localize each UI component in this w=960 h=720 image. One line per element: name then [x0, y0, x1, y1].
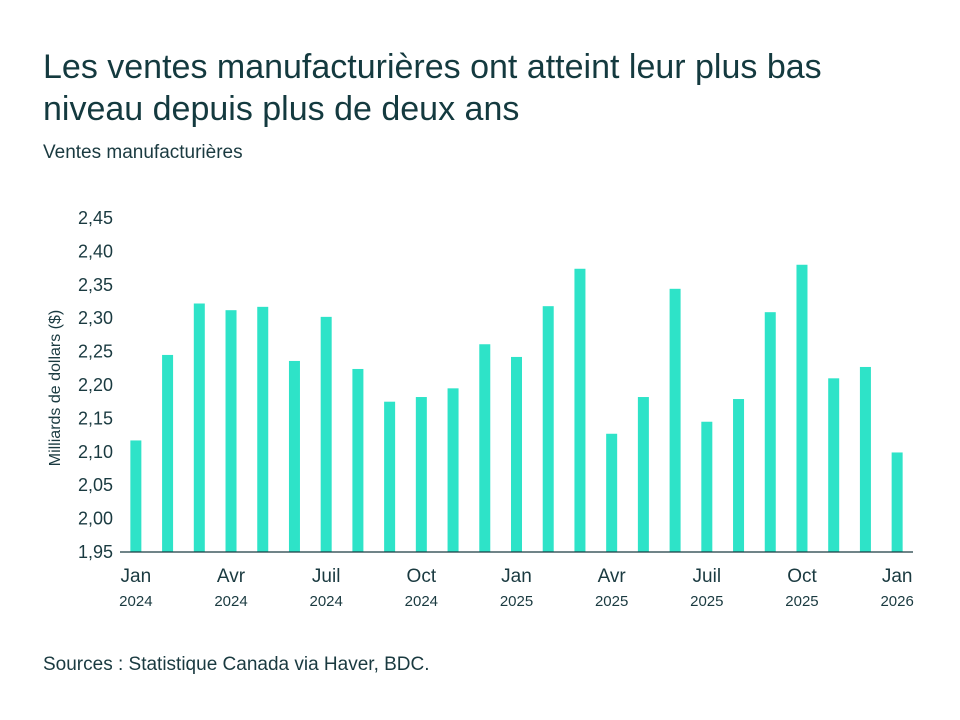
x-tick-year: 2024 [214, 593, 247, 610]
bar [384, 401, 396, 552]
chart-title: Les ventes manufacturières ont atteint l… [43, 48, 822, 128]
x-tick-month: Avr [217, 566, 246, 587]
y-tick-label: 2,45 [78, 208, 113, 228]
x-tick-year: 2025 [785, 593, 818, 610]
x-tick-month: Jan [121, 566, 152, 587]
x-tick-month: Jan [501, 566, 532, 587]
x-tick-year: 2025 [690, 593, 723, 610]
bars [130, 264, 903, 552]
bar [733, 399, 745, 552]
bar [606, 433, 618, 552]
bar [193, 303, 205, 552]
bar [511, 356, 522, 552]
x-tick-year: 2024 [405, 593, 438, 610]
bar [574, 268, 586, 552]
x-tick-year: 2024 [119, 593, 152, 610]
bar [257, 306, 269, 552]
x-tick-year: 2025 [500, 593, 533, 610]
bar [162, 354, 174, 552]
y-tick-label: 2,00 [78, 509, 113, 529]
y-tick-label: 2,10 [78, 442, 113, 462]
bar [859, 366, 871, 552]
bar [130, 440, 142, 552]
bar [669, 288, 681, 552]
bar [320, 316, 332, 552]
x-tick-month: Juil [312, 566, 341, 587]
x-tick-month: Oct [407, 566, 437, 587]
x-axis-ticks: Jan 2024 Avr 2024 Juil 2024 Oct 2024 Jan 2025 Avr 2… [119, 566, 914, 610]
bar [447, 388, 459, 552]
y-axis-label: Milliards de dollars ($) [47, 310, 64, 467]
y-tick-label: 2,15 [78, 408, 113, 428]
x-tick-month: Jan [882, 566, 913, 587]
x-tick-month: Juil [693, 566, 722, 587]
y-tick-label: 2,30 [78, 308, 113, 328]
bar [415, 397, 427, 552]
bar [828, 378, 840, 552]
bar [479, 344, 491, 552]
y-tick-label: 2,40 [78, 241, 113, 261]
y-tick-label: 2,05 [78, 475, 113, 495]
y-axis-ticks: 1,95 2,00 2,05 2,10 2,15 2,20 2,25 2,30 2,35 2,40… [78, 208, 113, 562]
bar [352, 368, 364, 552]
bar [288, 360, 300, 552]
x-tick-month: Oct [787, 566, 817, 587]
bar [701, 421, 713, 552]
source-note: Sources : Statistique Canada via Haver, … [43, 654, 430, 675]
y-tick-label: 2,20 [78, 375, 113, 395]
x-tick-month: Avr [598, 566, 627, 587]
chart-subtitle: Ventes manufacturières [43, 142, 243, 163]
bar [796, 264, 808, 552]
y-tick-label: 1,95 [78, 542, 113, 562]
x-tick-year: 2026 [880, 593, 913, 610]
bar [225, 310, 237, 552]
y-tick-label: 2,35 [78, 275, 113, 295]
bar [637, 397, 649, 552]
bar [542, 306, 554, 552]
bar [891, 452, 903, 552]
y-tick-label: 2,25 [78, 342, 113, 362]
bar [764, 312, 776, 552]
x-tick-year: 2024 [309, 593, 342, 610]
x-tick-year: 2025 [595, 593, 628, 610]
